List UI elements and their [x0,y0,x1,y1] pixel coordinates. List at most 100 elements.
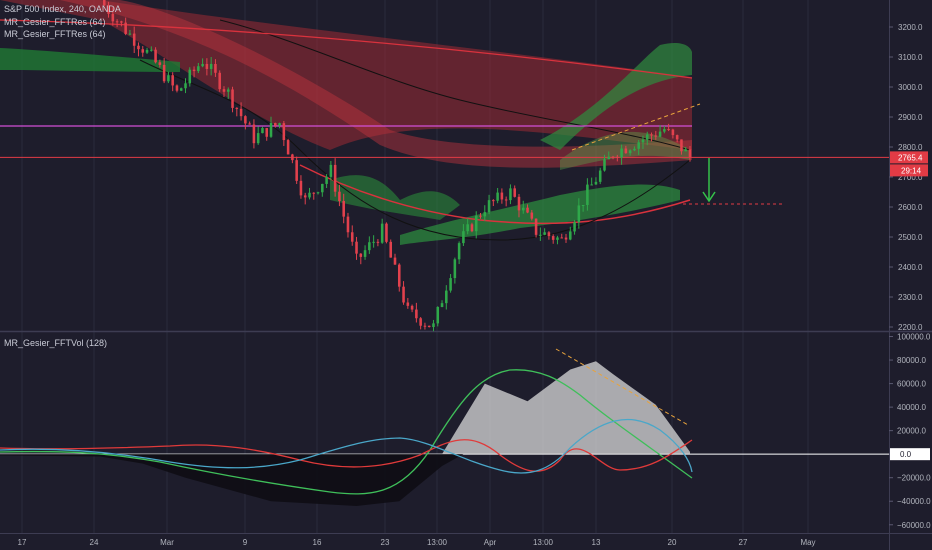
candle-body [650,134,653,136]
trend-line-oscillator[interactable] [555,348,689,426]
candle-body [321,183,324,193]
candle-body [316,192,320,194]
candle-body [410,305,414,310]
candle-body [239,108,243,117]
candle-body [645,134,649,140]
candle-body [111,13,115,22]
osc-tick-label: −20000.0 [897,474,931,483]
cyan-wave [0,418,693,474]
indicator-legend-1[interactable]: MR_Gesier_FFTRes (64) [4,17,106,27]
indicator-legend-2[interactable]: MR_Gesier_FFTRes (64) [4,29,106,39]
oscillator-tags: 0.0 [890,448,930,461]
candle-body [171,75,174,86]
candle-body [675,135,679,140]
candle-body [654,135,658,137]
candle-body [509,188,512,201]
osc-tick-label: 40000.0 [897,403,926,412]
dark-curve [139,59,691,241]
candle-body [402,286,405,303]
candle-body [286,140,290,155]
time-tick-label: 13:00 [427,538,448,547]
candle-body [389,241,393,258]
candle-body [406,302,410,306]
candle-body [457,243,461,260]
candle-body [470,224,474,232]
green-band-mid [330,175,460,220]
candle-body [209,63,213,69]
candle-body [492,200,495,202]
candle-body [342,201,345,217]
candle-body [132,33,136,46]
candle-body [427,325,431,328]
candle-body [569,231,572,240]
candle-body [564,237,568,240]
candle-body [513,188,516,197]
candle-body [226,89,230,92]
candle-body [419,318,422,326]
candle-body [590,184,593,186]
candle-body [192,69,196,72]
candle-body [397,264,401,287]
green-band-bottom [400,184,680,245]
candle-body [325,176,328,184]
candle-body [680,139,683,152]
time-axis[interactable]: 17 24 Mar 9 16 23 13:00 Apr 13:00 13 20 27 May [18,538,816,547]
candle-body [299,180,303,196]
price-tick-label: 2800.0 [898,143,923,152]
time-tick-label: 23 [381,538,390,547]
red-band-inner [60,0,692,168]
candle-body [197,66,200,72]
candle-body [663,129,666,132]
time-tick-label: 27 [739,538,748,547]
candle-body [517,196,521,211]
candle-body [244,116,247,124]
oscillator-legend[interactable]: MR_Gesier_FFTVol (128) [4,338,107,348]
candle-body [688,149,692,158]
candle-body [423,325,427,327]
trend-line-upper[interactable] [571,103,701,151]
last-price-tag [890,151,928,164]
candle-body [551,236,555,240]
candle-body [594,181,598,185]
candle-body [380,223,384,243]
candle-body [265,128,269,137]
candle-body [415,309,418,319]
price-axis[interactable]: 3200.0 3100.0 3000.0 2900.0 2800.0 2700.0 2600… [889,23,923,332]
candle-body [278,123,281,126]
oscillator-pane[interactable] [0,333,889,533]
candle-body [145,49,149,53]
candle-body [620,148,623,158]
candle-body [252,124,256,144]
candle-body [269,123,273,137]
candle-body [184,83,187,89]
candle-body [496,192,499,201]
candle-body [162,64,166,82]
candle-body [107,5,110,14]
candle-body [667,129,670,131]
candle-body [671,129,675,136]
candle-body [248,123,251,125]
down-arrow[interactable] [702,158,716,203]
time-tick-label: May [800,538,815,547]
osc-tick-label: 20000.0 [897,427,926,436]
red-curve-bottom [299,164,691,225]
candle-body [338,191,341,202]
price-tick-label: 2300.0 [898,293,923,302]
candle-body [573,222,576,232]
price-tick-label: 3200.0 [898,23,923,32]
candle-body [115,21,119,23]
candle-body [440,303,444,307]
symbol-title[interactable]: S&P 500 Index, 240, OANDA [4,4,121,14]
time-tick-label: 13:00 [533,538,554,547]
candle-body [372,241,375,243]
last-price-label: 2765.4 [898,153,923,162]
osc-tick-label: 80000.0 [897,356,926,365]
candle-body [295,160,298,181]
candle-body [598,170,602,182]
price-tick-label: 2900.0 [898,113,923,122]
candle-body [218,72,221,90]
candle-body [534,218,538,235]
volume-area-negative [0,454,690,506]
price-tick-label: 2500.0 [898,233,923,242]
